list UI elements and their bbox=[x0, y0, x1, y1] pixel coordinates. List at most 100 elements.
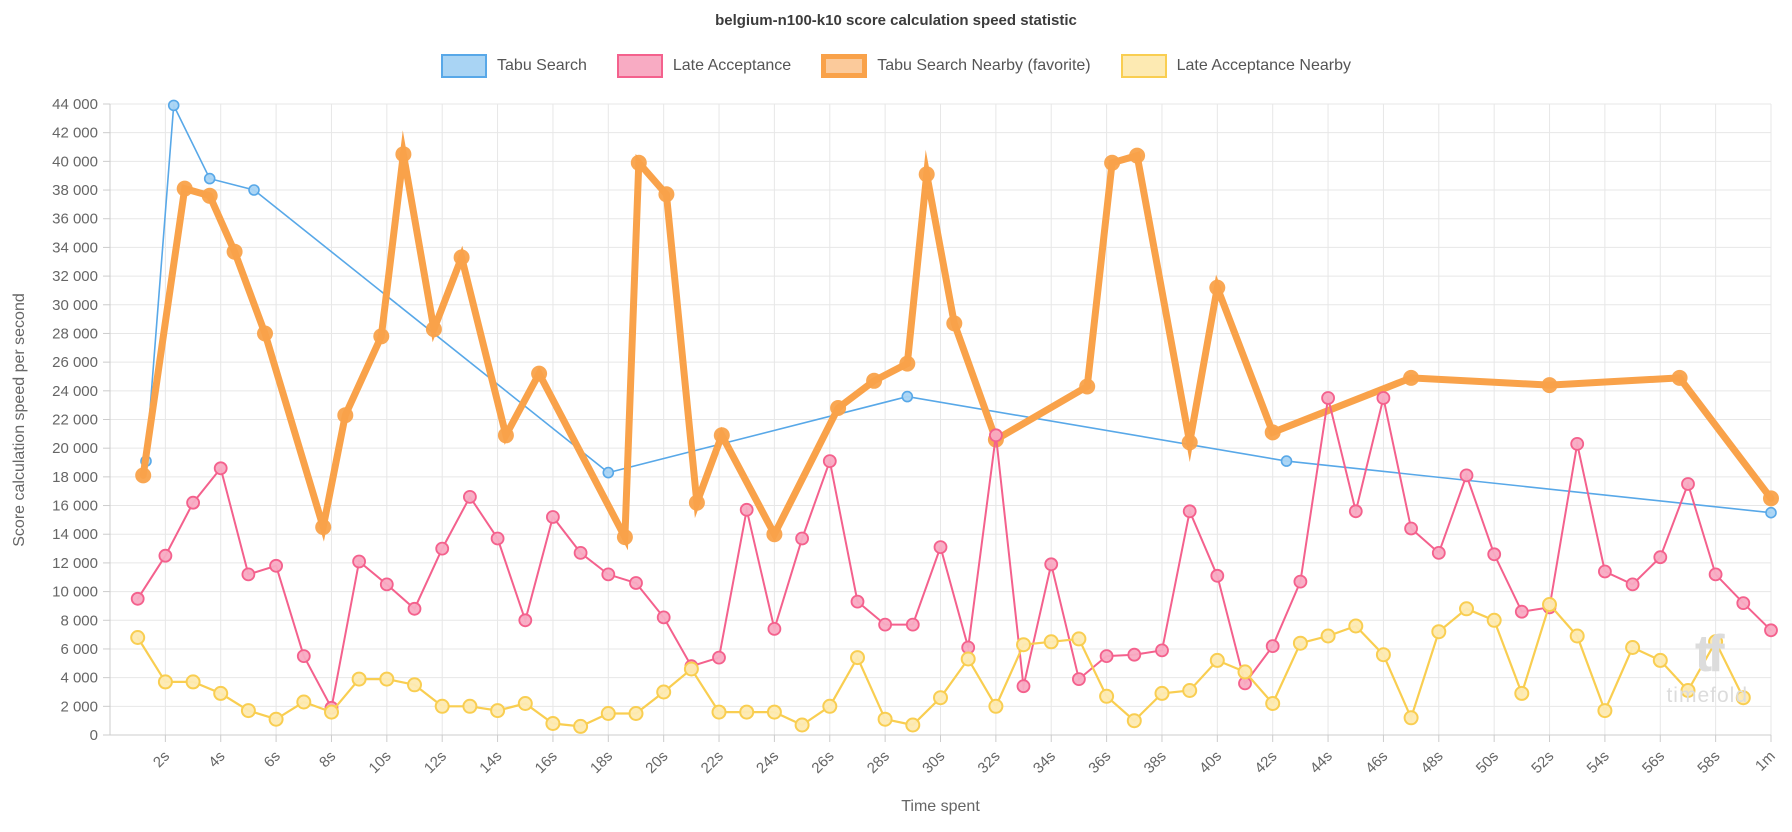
data-point-late-acceptance[interactable] bbox=[1487, 547, 1502, 562]
data-point-tabu-search-nearby-favorite[interactable] bbox=[1209, 279, 1226, 296]
data-point-late-acceptance[interactable] bbox=[767, 622, 782, 636]
data-point-late-acceptance[interactable] bbox=[1348, 504, 1363, 519]
data-point-tabu-search-nearby-favorite[interactable] bbox=[1671, 369, 1688, 386]
data-point-tabu-search-nearby-favorite[interactable] bbox=[135, 467, 152, 484]
data-point-late-acceptance-nearby[interactable] bbox=[1209, 652, 1225, 668]
data-point-late-acceptance[interactable] bbox=[158, 548, 173, 563]
data-point-late-acceptance[interactable] bbox=[130, 591, 145, 606]
data-point-late-acceptance-nearby[interactable] bbox=[157, 674, 173, 690]
data-point-late-acceptance-nearby[interactable] bbox=[1680, 683, 1696, 698]
data-point-late-acceptance-nearby[interactable] bbox=[351, 671, 367, 687]
data-point-late-acceptance[interactable] bbox=[795, 531, 809, 546]
data-point-late-acceptance-nearby[interactable] bbox=[1071, 631, 1087, 647]
data-point-late-acceptance-nearby[interactable] bbox=[1514, 685, 1530, 701]
data-point-late-acceptance-nearby[interactable] bbox=[739, 704, 755, 720]
data-point-tabu-search[interactable] bbox=[602, 466, 615, 479]
data-point-late-acceptance-nearby[interactable] bbox=[1569, 628, 1585, 644]
data-point-late-acceptance-nearby[interactable] bbox=[1154, 685, 1170, 701]
data-point-late-acceptance-nearby[interactable] bbox=[850, 650, 865, 666]
data-point-tabu-search-nearby-favorite[interactable] bbox=[830, 400, 847, 416]
data-point-tabu-search-nearby-favorite[interactable] bbox=[713, 427, 730, 444]
data-point-late-acceptance[interactable] bbox=[186, 495, 201, 510]
data-point-late-acceptance-nearby[interactable] bbox=[766, 704, 782, 720]
data-point-late-acceptance[interactable] bbox=[822, 454, 837, 469]
data-point-late-acceptance[interactable] bbox=[629, 576, 643, 590]
data-point-late-acceptance-nearby[interactable] bbox=[877, 711, 893, 727]
data-point-tabu-search-nearby-favorite[interactable] bbox=[688, 494, 705, 511]
data-point-late-acceptance-nearby[interactable] bbox=[794, 717, 810, 733]
data-point-late-acceptance[interactable] bbox=[269, 558, 284, 573]
data-point-late-acceptance[interactable] bbox=[1708, 567, 1723, 582]
data-point-tabu-search-nearby-favorite[interactable] bbox=[453, 249, 470, 266]
data-point-late-acceptance[interactable] bbox=[1514, 604, 1529, 619]
data-point-late-acceptance[interactable] bbox=[1155, 643, 1169, 658]
data-point-late-acceptance-nearby[interactable] bbox=[1431, 624, 1447, 640]
data-point-late-acceptance-nearby[interactable] bbox=[1182, 683, 1198, 698]
data-point-late-acceptance[interactable] bbox=[1293, 574, 1308, 589]
legend-item-tabu-search-nearby-favorite[interactable]: Tabu Search Nearby (favorite) bbox=[821, 54, 1091, 78]
legend-item-late-acceptance[interactable]: Late Acceptance bbox=[616, 54, 791, 78]
data-point-late-acceptance-nearby[interactable] bbox=[379, 671, 395, 687]
data-point-late-acceptance[interactable] bbox=[518, 613, 533, 628]
data-point-late-acceptance[interactable] bbox=[1598, 564, 1612, 579]
data-point-late-acceptance[interactable] bbox=[878, 617, 892, 632]
data-point-tabu-search-nearby-favorite[interactable] bbox=[946, 315, 963, 332]
data-point-late-acceptance[interactable] bbox=[1681, 477, 1695, 491]
data-point-tabu-search-nearby-favorite[interactable] bbox=[337, 407, 354, 424]
data-point-tabu-search-nearby-favorite[interactable] bbox=[1079, 378, 1096, 395]
data-point-late-acceptance-nearby[interactable] bbox=[1016, 637, 1031, 653]
data-point-tabu-search-nearby-favorite[interactable] bbox=[1264, 424, 1281, 441]
data-point-late-acceptance-nearby[interactable] bbox=[988, 698, 1004, 714]
data-point-tabu-search-nearby-favorite[interactable] bbox=[497, 427, 514, 444]
data-point-late-acceptance-nearby[interactable] bbox=[1403, 710, 1419, 726]
data-point-late-acceptance[interactable] bbox=[1072, 672, 1086, 686]
legend-item-tabu-search[interactable]: Tabu Search bbox=[441, 54, 587, 78]
data-point-late-acceptance[interactable] bbox=[241, 567, 256, 582]
data-point-late-acceptance-nearby[interactable] bbox=[600, 706, 616, 721]
data-point-late-acceptance-nearby[interactable] bbox=[1375, 647, 1391, 663]
data-point-late-acceptance-nearby[interactable] bbox=[268, 711, 284, 727]
data-point-late-acceptance-nearby[interactable] bbox=[1292, 635, 1308, 651]
data-point-late-acceptance-nearby[interactable] bbox=[1652, 652, 1668, 668]
data-point-late-acceptance-nearby[interactable] bbox=[462, 698, 478, 714]
data-point-late-acceptance-nearby[interactable] bbox=[1237, 664, 1253, 680]
data-point-late-acceptance[interactable] bbox=[1653, 550, 1668, 565]
data-point-late-acceptance[interactable] bbox=[1210, 568, 1225, 583]
data-point-late-acceptance[interactable] bbox=[296, 649, 311, 663]
data-point-late-acceptance-nearby[interactable] bbox=[1043, 634, 1059, 650]
data-point-late-acceptance[interactable] bbox=[656, 610, 671, 625]
data-point-late-acceptance-nearby[interactable] bbox=[1348, 618, 1364, 634]
data-point-tabu-search-nearby-favorite[interactable] bbox=[1181, 434, 1198, 451]
data-point-tabu-search-nearby-favorite[interactable] bbox=[531, 365, 548, 382]
data-point-tabu-search-nearby-favorite[interactable] bbox=[866, 372, 883, 389]
data-point-late-acceptance[interactable] bbox=[1404, 521, 1418, 536]
legend-item-late-acceptance-nearby[interactable]: Late Acceptance Nearby bbox=[1120, 54, 1351, 78]
data-point-late-acceptance-nearby[interactable] bbox=[1126, 713, 1142, 729]
data-point-late-acceptance[interactable] bbox=[1764, 623, 1778, 638]
data-point-late-acceptance[interactable] bbox=[1459, 468, 1474, 483]
data-point-late-acceptance-nearby[interactable] bbox=[1625, 640, 1641, 655]
data-point-late-acceptance[interactable] bbox=[933, 540, 948, 554]
data-point-late-acceptance-nearby[interactable] bbox=[960, 651, 976, 667]
data-point-tabu-search-nearby-favorite[interactable] bbox=[201, 187, 218, 204]
data-point-late-acceptance-nearby[interactable] bbox=[434, 698, 450, 714]
data-point-late-acceptance-nearby[interactable] bbox=[711, 704, 727, 720]
data-point-tabu-search[interactable] bbox=[901, 390, 914, 403]
data-point-tabu-search-nearby-favorite[interactable] bbox=[373, 328, 390, 345]
data-point-late-acceptance-nearby[interactable] bbox=[822, 698, 838, 714]
data-point-tabu-search[interactable] bbox=[1765, 506, 1777, 519]
data-point-late-acceptance-nearby[interactable] bbox=[573, 718, 589, 734]
data-point-late-acceptance-nearby[interactable] bbox=[1542, 597, 1557, 612]
data-point-tabu-search-nearby-favorite[interactable] bbox=[899, 355, 916, 372]
data-point-late-acceptance[interactable] bbox=[1127, 647, 1142, 662]
data-point-late-acceptance-nearby[interactable] bbox=[933, 690, 948, 706]
data-point-tabu-search[interactable] bbox=[203, 172, 216, 185]
data-point-tabu-search-nearby-favorite[interactable] bbox=[766, 526, 783, 543]
data-point-late-acceptance[interactable] bbox=[352, 554, 367, 569]
data-point-late-acceptance-nearby[interactable] bbox=[628, 706, 644, 721]
data-point-late-acceptance-nearby[interactable] bbox=[545, 716, 561, 731]
data-point-late-acceptance[interactable] bbox=[1736, 596, 1751, 610]
data-point-late-acceptance[interactable] bbox=[1376, 391, 1391, 405]
data-point-late-acceptance-nearby[interactable] bbox=[407, 677, 422, 693]
data-point-tabu-search-nearby-favorite[interactable] bbox=[395, 146, 412, 163]
